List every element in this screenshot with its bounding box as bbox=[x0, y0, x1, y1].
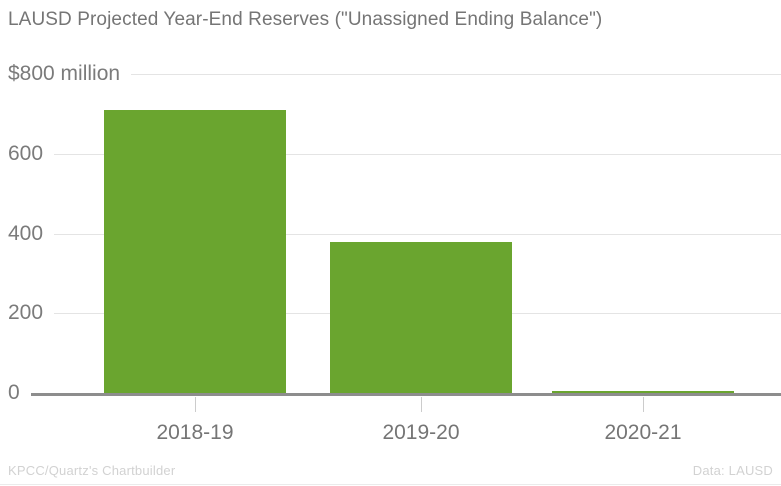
x-tick-label-2018-19: 2018-19 bbox=[156, 421, 234, 444]
data-source-text: Data: LAUSD bbox=[692, 463, 773, 478]
bar-2019-20 bbox=[330, 242, 512, 393]
x-tick-label-2019-20: 2019-20 bbox=[382, 421, 460, 444]
gridline-800 bbox=[0, 74, 781, 75]
x-tick-mark-2020-21 bbox=[643, 397, 644, 412]
y-tick-label-600: 600 bbox=[0, 140, 55, 167]
gridline-600 bbox=[0, 153, 781, 155]
chart-title: LAUSD Projected Year-End Reserves ("Unas… bbox=[8, 9, 603, 30]
y-tick-label-200: 200 bbox=[0, 300, 55, 327]
gridline-400 bbox=[0, 233, 781, 235]
attribution-text: KPCC/Quartz's Chartbuilder bbox=[8, 463, 176, 478]
bar-2018-19 bbox=[104, 110, 286, 393]
y-tick-label-0: 0 bbox=[0, 380, 31, 406]
bottom-divider bbox=[0, 484, 781, 485]
x-tick-label-2020-21: 2020-21 bbox=[604, 421, 682, 444]
y-tick-label-400: 400 bbox=[0, 220, 55, 247]
x-axis-line bbox=[0, 393, 781, 396]
x-tick-mark-2018-19 bbox=[195, 397, 196, 412]
y-tick-label-800: $800 million bbox=[0, 61, 132, 87]
x-tick-mark-2019-20 bbox=[421, 397, 422, 412]
bar-2020-21 bbox=[552, 391, 734, 393]
